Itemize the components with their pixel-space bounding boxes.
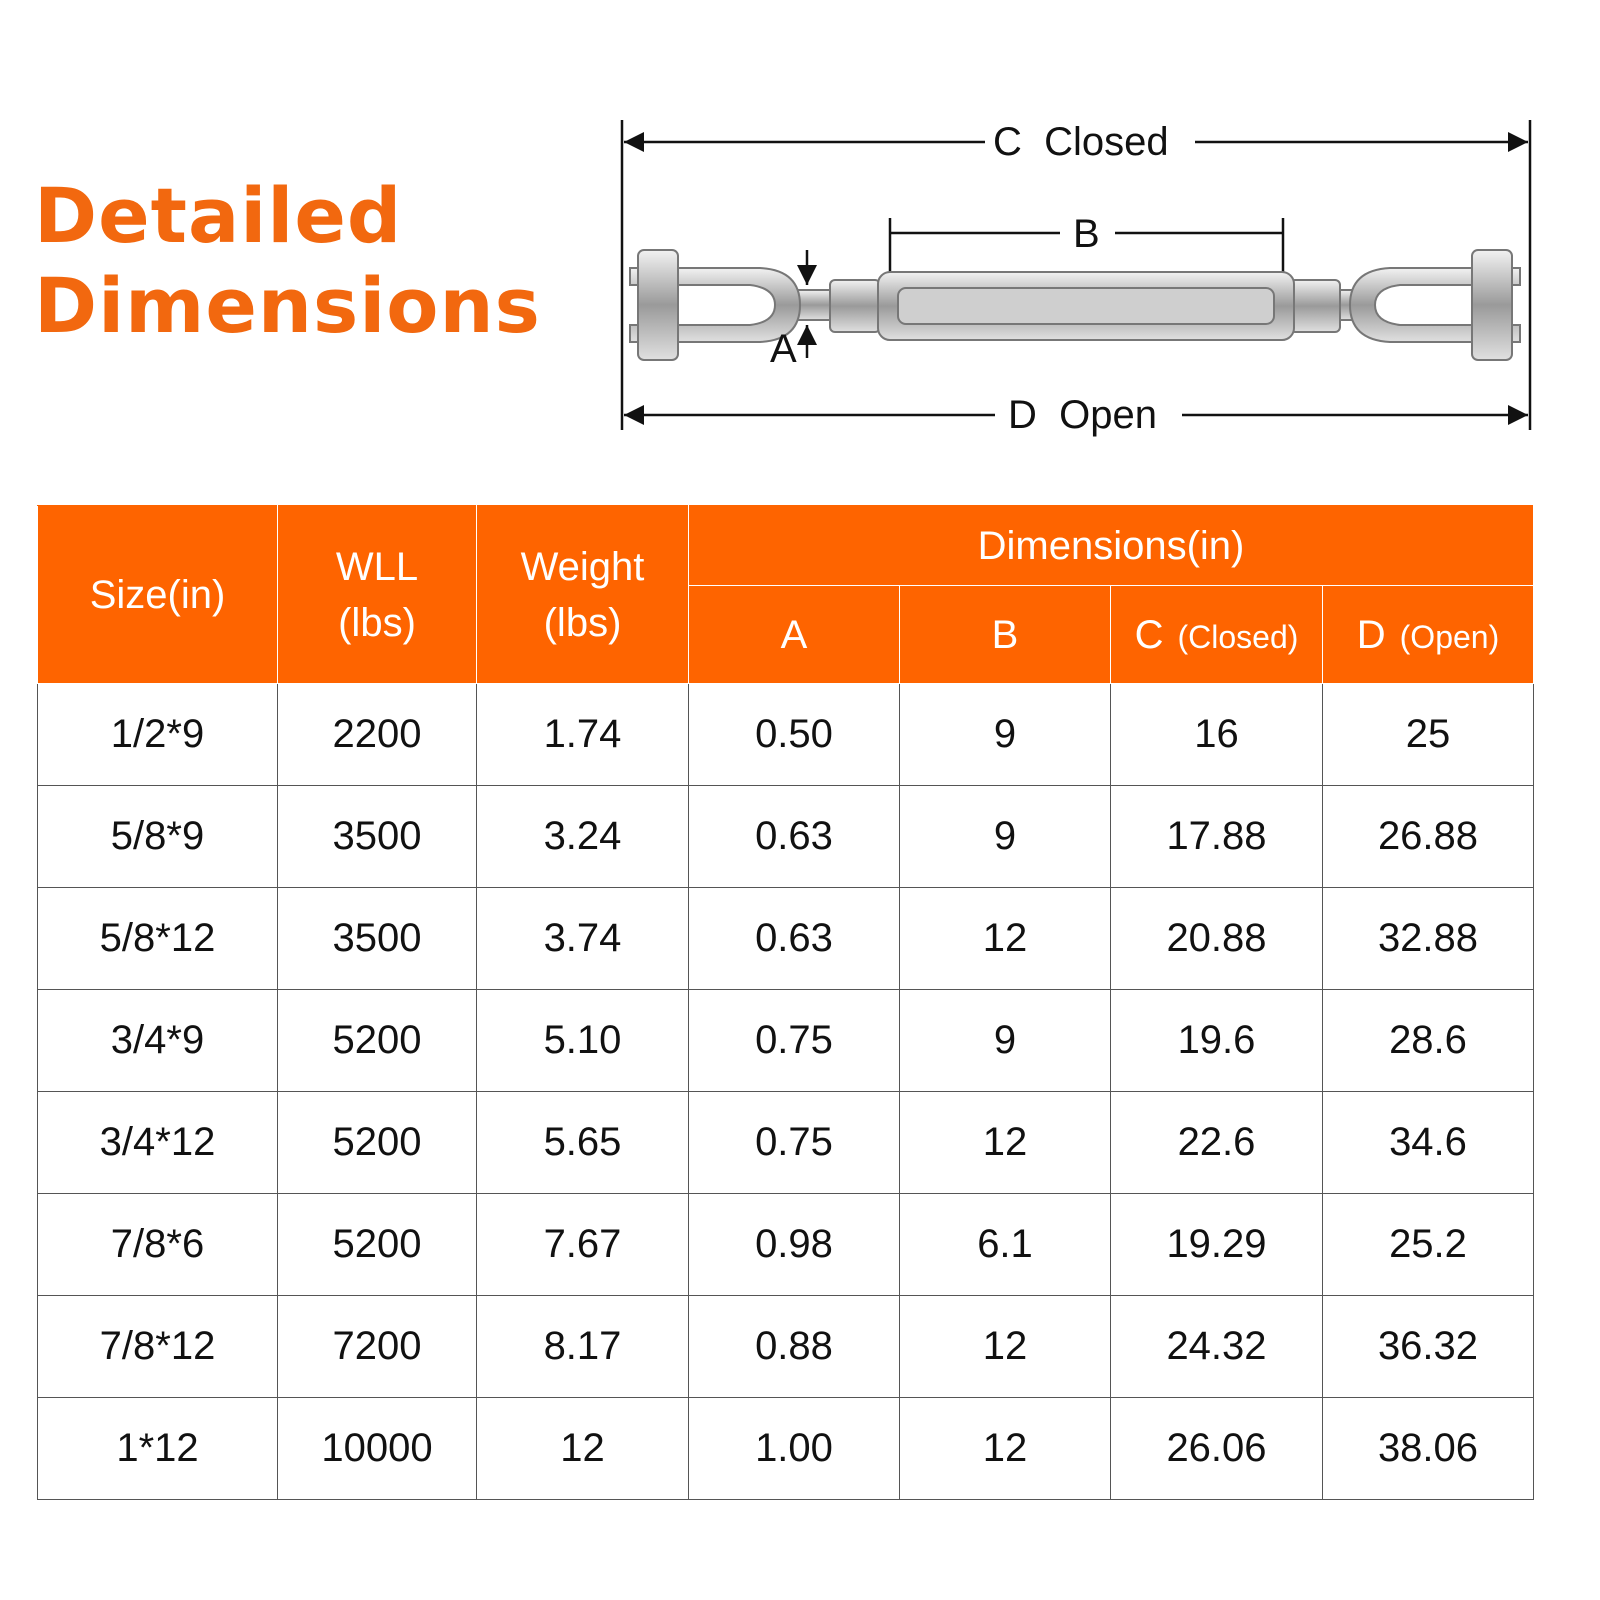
header-row: Size(in) WLL (lbs) Weight (lbs) Dimensions(in…	[37, 505, 1534, 684]
header-cell: C (Closed)	[1110, 585, 1323, 684]
table-cell: 19.6	[1110, 989, 1323, 1092]
table-cell: 12	[899, 1091, 1111, 1194]
table-cell: 5.65	[476, 1091, 689, 1194]
table-cell: 5200	[277, 1193, 477, 1296]
header-note: (Open)	[1399, 618, 1500, 655]
dimension-lines	[620, 120, 1532, 430]
table-cell: 6.1	[899, 1193, 1111, 1296]
table-cell: 0.50	[688, 683, 900, 786]
table-cell: 8.17	[476, 1295, 689, 1398]
table-cell: 5.10	[476, 989, 689, 1092]
header-line: WLL	[335, 544, 419, 589]
table-cell: 0.88	[688, 1295, 900, 1398]
table-cell: 7/8*6	[37, 1193, 278, 1296]
header-cell: Dimensions(in)	[688, 505, 1534, 586]
table-row: 7/8*12 7200 8.17 0.88 12 24.32 36.32	[37, 1295, 1534, 1398]
table-cell: 5/8*12	[37, 887, 278, 990]
table-cell: 7/8*12	[37, 1295, 278, 1398]
dimension-label: D Open	[1008, 393, 1157, 437]
table-row: 3/4*9 5200 5.10 0.75 9 19.6 28.6	[37, 989, 1534, 1092]
table-cell: 34.6	[1322, 1091, 1534, 1194]
header-note: (Closed)	[1177, 618, 1299, 655]
table-cell: 3500	[277, 887, 477, 990]
header-line: (lbs)	[543, 600, 622, 645]
table-cell: 7.67	[476, 1193, 689, 1296]
header-letter: A	[780, 612, 808, 657]
dimension-label: A	[770, 327, 797, 371]
header-cell: D (Open)	[1322, 585, 1534, 684]
table-cell: 5200	[277, 989, 477, 1092]
table-cell: 36.32	[1322, 1295, 1534, 1398]
table-cell: 26.06	[1110, 1397, 1323, 1500]
table-cell: 19.29	[1110, 1193, 1323, 1296]
table-cell: 25.2	[1322, 1193, 1534, 1296]
table-cell: 1.74	[476, 683, 689, 786]
table-cell: 28.6	[1322, 989, 1534, 1092]
turnbuckle-drawing	[629, 249, 1521, 361]
spec-table: Size(in) WLL (lbs) Weight (lbs) Dimensions(in…	[37, 505, 1534, 1500]
table-cell: 9	[899, 683, 1111, 786]
table-cell: 25	[1322, 683, 1534, 786]
table-cell: 3/4*12	[37, 1091, 278, 1194]
table-cell: 0.63	[688, 785, 900, 888]
table-cell: 17.88	[1110, 785, 1323, 888]
table-cell: 0.75	[688, 1091, 900, 1194]
table-cell: 5200	[277, 1091, 477, 1194]
table-row: 5/8*9 3500 3.24 0.63 9 17.88 26.88	[37, 785, 1534, 888]
header-cell: A	[688, 585, 900, 684]
table-cell: 1.00	[688, 1397, 900, 1500]
table-cell: 9	[899, 785, 1111, 888]
header-letter: B	[991, 612, 1019, 657]
table-cell: 3500	[277, 785, 477, 888]
table-cell: 12	[899, 887, 1111, 990]
table-cell: 0.63	[688, 887, 900, 990]
dimension-label: B	[1073, 212, 1100, 256]
table-row: 5/8*12 3500 3.74 0.63 12 20.88 32.88	[37, 887, 1534, 990]
table-cell: 5/8*9	[37, 785, 278, 888]
table-cell: 3/4*9	[37, 989, 278, 1092]
table-cell: 20.88	[1110, 887, 1323, 990]
table-row: 1*12 10000 12 1.00 12 26.06 38.06	[37, 1397, 1534, 1500]
table-cell: 22.6	[1110, 1091, 1323, 1194]
header-row: A B C (Closed) D (Open)	[38, 585, 1534, 684]
table-cell: 0.75	[688, 989, 900, 1092]
table-cell: 12	[899, 1295, 1111, 1398]
table-cell: 16	[1110, 683, 1323, 786]
header-cell: WLL (lbs)	[277, 505, 477, 684]
header-line: Weight	[520, 544, 645, 589]
table-cell: 7200	[277, 1295, 477, 1398]
header-cell: B	[899, 585, 1111, 684]
header-letter: D	[1356, 612, 1386, 657]
table-row: 7/8*6 5200 7.67 0.98 6.1 19.29 25.2	[37, 1193, 1534, 1296]
table-cell: 26.88	[1322, 785, 1534, 888]
turnbuckle-diagram: C Closed B A D Open	[620, 120, 1532, 437]
header-cell: Weight (lbs)	[476, 505, 689, 684]
title-line: Dimensions	[34, 261, 541, 350]
table-cell: 3.24	[476, 785, 689, 888]
table-row: 3/4*12 5200 5.65 0.75 12 22.6 34.6	[37, 1091, 1534, 1194]
table-cell: 1/2*9	[37, 683, 278, 786]
table-cell: 1*12	[37, 1397, 278, 1500]
table-cell: 32.88	[1322, 887, 1534, 990]
table-cell: 38.06	[1322, 1397, 1534, 1500]
header-letter: C	[1134, 612, 1164, 657]
table-cell: 9	[899, 989, 1111, 1092]
table-cell: 2200	[277, 683, 477, 786]
table-cell: 12	[899, 1397, 1111, 1500]
table-cell: 24.32	[1110, 1295, 1323, 1398]
header-cell: Size(in)	[37, 505, 278, 684]
table-row: 1/2*9 2200 1.74 0.50 9 16 25	[37, 683, 1534, 786]
table-cell: 3.74	[476, 887, 689, 990]
table-cell: 12	[476, 1397, 689, 1500]
table-cell: 10000	[277, 1397, 477, 1500]
table-cell: 0.98	[688, 1193, 900, 1296]
title-line: Detailed	[34, 171, 403, 260]
dimension-label: C Closed	[993, 120, 1169, 164]
header-line: (lbs)	[338, 600, 416, 645]
